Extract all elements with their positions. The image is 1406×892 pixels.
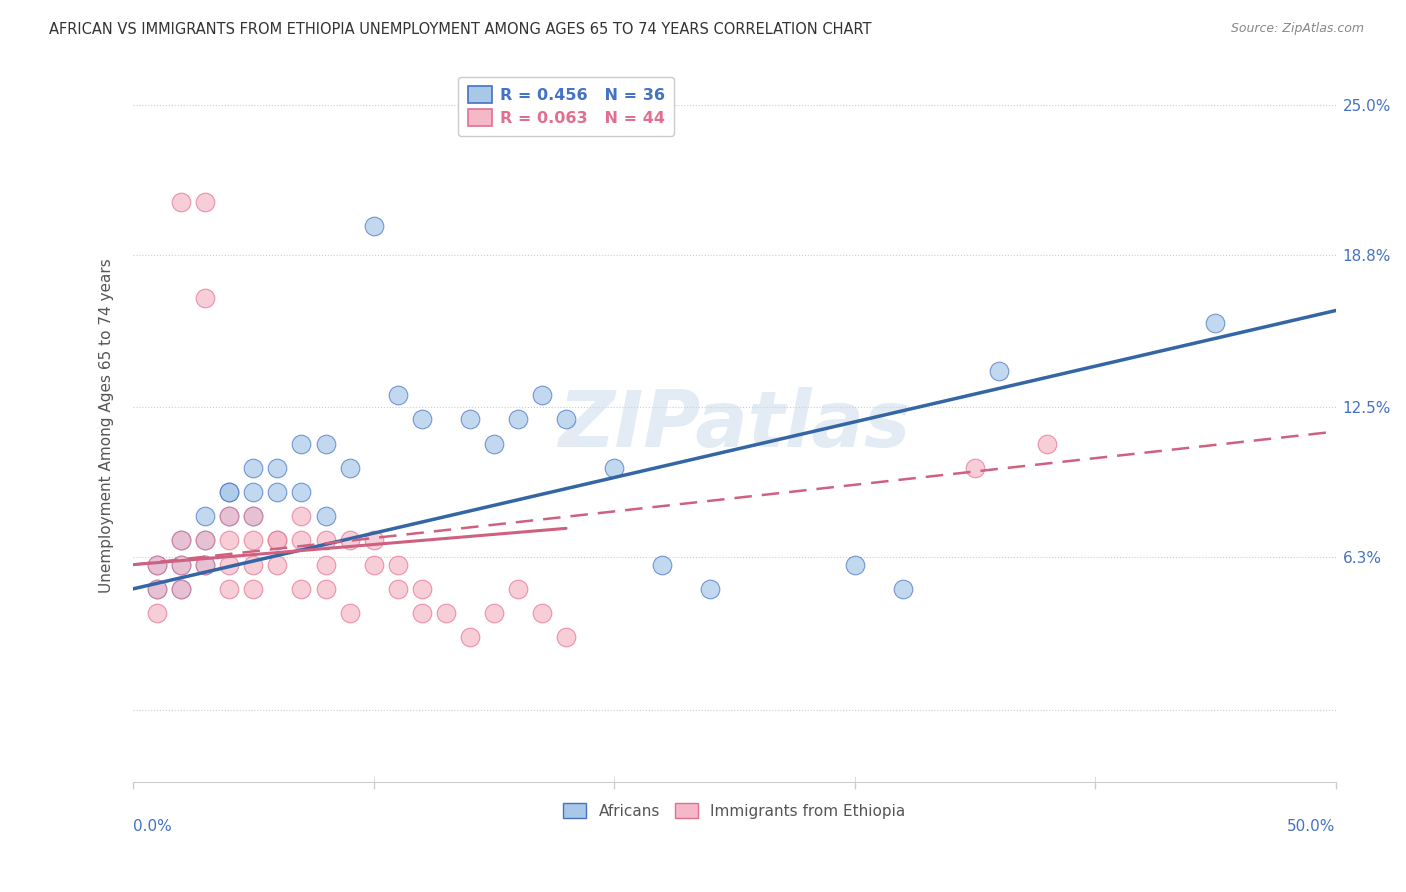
Point [242, 509, 264, 524]
Point [194, 533, 217, 548]
Point [411, 606, 433, 620]
Point [387, 388, 409, 402]
Point [555, 630, 578, 644]
Point [315, 509, 337, 524]
Point [170, 194, 193, 209]
Text: AFRICAN VS IMMIGRANTS FROM ETHIOPIA UNEMPLOYMENT AMONG AGES 65 TO 74 YEARS CORRE: AFRICAN VS IMMIGRANTS FROM ETHIOPIA UNEM… [49, 22, 872, 37]
Point [146, 606, 169, 620]
Point [218, 533, 240, 548]
Point [363, 558, 385, 572]
Point [458, 630, 481, 644]
Point [194, 533, 217, 548]
Point [506, 412, 529, 426]
Point [218, 558, 240, 572]
Point [315, 558, 337, 572]
Point [363, 533, 385, 548]
Point [387, 558, 409, 572]
Point [170, 582, 193, 596]
Point [170, 582, 193, 596]
Point [987, 364, 1010, 378]
Point [266, 533, 288, 548]
Point [242, 509, 264, 524]
Point [266, 460, 288, 475]
Point [290, 533, 312, 548]
Point [266, 558, 288, 572]
Text: ZIPatlas: ZIPatlas [558, 387, 911, 464]
Point [339, 606, 361, 620]
Text: 50.0%: 50.0% [1288, 819, 1336, 834]
Point [963, 460, 986, 475]
Point [266, 533, 288, 548]
Point [339, 460, 361, 475]
Point [482, 436, 505, 450]
Point [242, 582, 264, 596]
Point [242, 485, 264, 500]
Point [411, 582, 433, 596]
Point [411, 412, 433, 426]
Point [315, 533, 337, 548]
Point [146, 582, 169, 596]
Point [699, 582, 721, 596]
Point [290, 582, 312, 596]
Point [1036, 436, 1059, 450]
Point [170, 533, 193, 548]
Point [194, 558, 217, 572]
Point [218, 485, 240, 500]
Point [194, 558, 217, 572]
Point [482, 606, 505, 620]
Y-axis label: Unemployment Among Ages 65 to 74 years: Unemployment Among Ages 65 to 74 years [100, 258, 114, 593]
Legend: Africans, Immigrants from Ethiopia: Africans, Immigrants from Ethiopia [557, 797, 911, 825]
Point [146, 582, 169, 596]
Point [194, 292, 217, 306]
Point [458, 412, 481, 426]
Point [194, 509, 217, 524]
Point [530, 606, 553, 620]
Point [290, 509, 312, 524]
Point [891, 582, 914, 596]
Point [242, 533, 264, 548]
Point [242, 460, 264, 475]
Point [844, 558, 866, 572]
Point [603, 460, 626, 475]
Point [242, 558, 264, 572]
Point [1204, 316, 1226, 330]
Text: Source: ZipAtlas.com: Source: ZipAtlas.com [1230, 22, 1364, 36]
Point [315, 582, 337, 596]
Point [651, 558, 673, 572]
Point [170, 558, 193, 572]
Point [266, 485, 288, 500]
Point [363, 219, 385, 233]
Point [434, 606, 457, 620]
Text: 0.0%: 0.0% [134, 819, 172, 834]
Point [339, 533, 361, 548]
Point [218, 509, 240, 524]
Point [290, 485, 312, 500]
Point [146, 558, 169, 572]
Point [170, 558, 193, 572]
Point [387, 582, 409, 596]
Point [170, 533, 193, 548]
Point [530, 388, 553, 402]
Point [290, 436, 312, 450]
Point [506, 582, 529, 596]
Point [315, 436, 337, 450]
Point [218, 509, 240, 524]
Point [218, 582, 240, 596]
Point [146, 558, 169, 572]
Point [194, 194, 217, 209]
Point [218, 485, 240, 500]
Point [555, 412, 578, 426]
